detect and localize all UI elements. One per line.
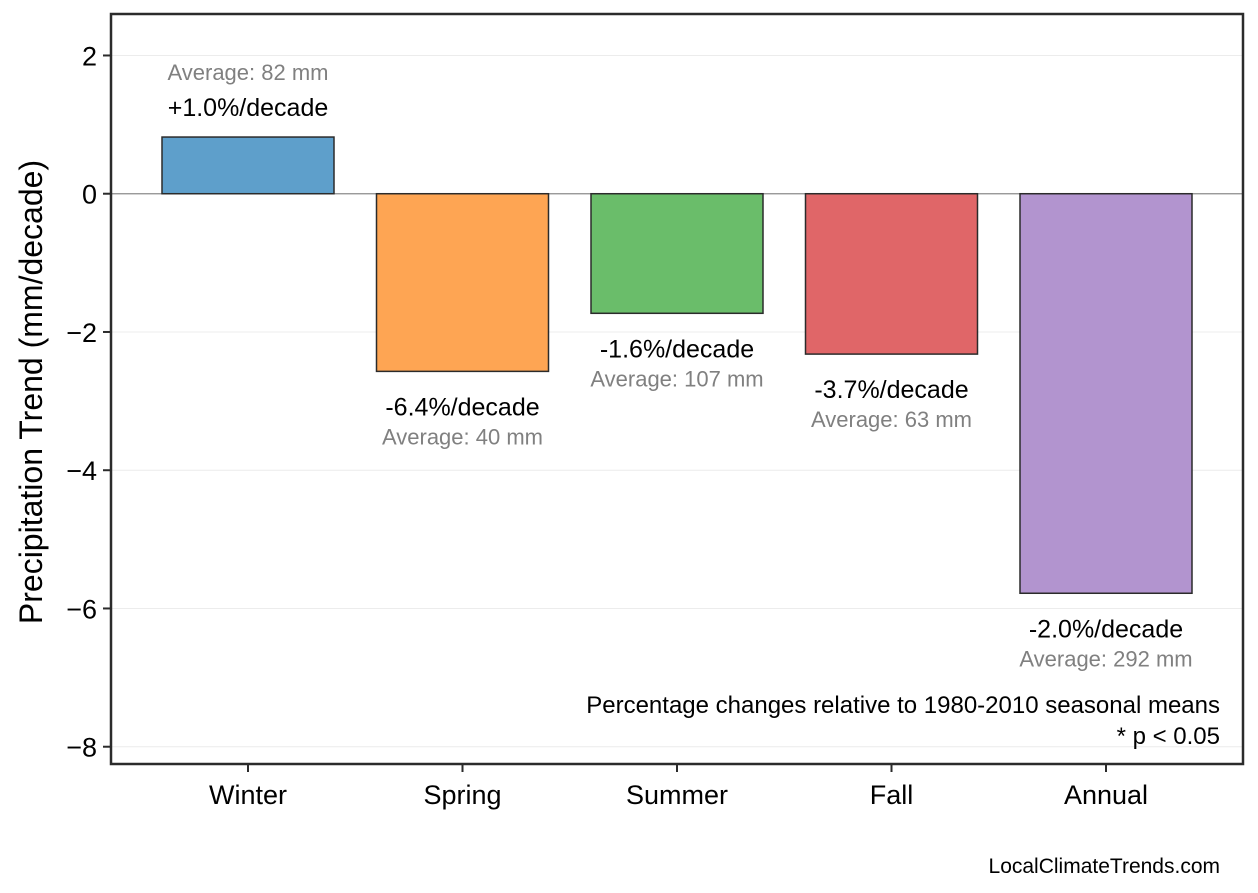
- bar-fall: [804, 192, 979, 355]
- x-tick-label: Annual: [1064, 780, 1148, 810]
- footnote-line-1: Percentage changes relative to 1980-2010…: [586, 692, 1220, 719]
- bar-percent-label: -2.0%/decade: [1029, 615, 1183, 643]
- bar-summer: [590, 192, 764, 315]
- y-tick-label: −6: [66, 594, 97, 624]
- x-axis-ticks: Winter Spring Summer Fall Annual: [209, 764, 1148, 810]
- bar-average-label: Average: 63 mm: [811, 407, 972, 432]
- y-axis-ticks: 2 0 −2 −4 −6 −8: [66, 41, 111, 763]
- y-tick-label: 0: [82, 180, 97, 210]
- bar-average-label: Average: 40 mm: [382, 424, 543, 449]
- x-tick-label: Summer: [626, 780, 728, 810]
- y-axis-label: Precipitation Trend (mm/decade): [13, 160, 49, 624]
- x-tick-label: Fall: [870, 780, 914, 810]
- credit-label: LocalClimateTrends.com: [989, 855, 1220, 878]
- bar-average-label: Average: 82 mm: [167, 60, 328, 85]
- bar-spring: [375, 192, 550, 373]
- bar-average-label: Average: 107 mm: [590, 366, 763, 391]
- bar-percent-label: -1.6%/decade: [600, 335, 754, 363]
- footnote-line-2: * p < 0.05: [1117, 723, 1220, 750]
- bar-percent-label: +1.0%/decade: [168, 94, 329, 122]
- y-tick-label: −2: [66, 318, 97, 348]
- bars: [161, 136, 1193, 595]
- bar-annual: [1019, 192, 1193, 595]
- x-tick-label: Spring: [423, 780, 501, 810]
- x-tick-label: Winter: [209, 780, 287, 810]
- y-tick-label: −8: [66, 733, 97, 763]
- bar-percent-label: -6.4%/decade: [385, 393, 539, 421]
- y-tick-label: −4: [66, 456, 97, 486]
- bar-average-label: Average: 292 mm: [1019, 646, 1192, 671]
- bar-labels: +1.0%/decade Average: 82 mm -6.4%/decade Av…: [167, 60, 1192, 671]
- bar-winter: [161, 136, 335, 195]
- bar-percent-label: -3.7%/decade: [814, 376, 968, 404]
- y-tick-label: 2: [82, 41, 97, 71]
